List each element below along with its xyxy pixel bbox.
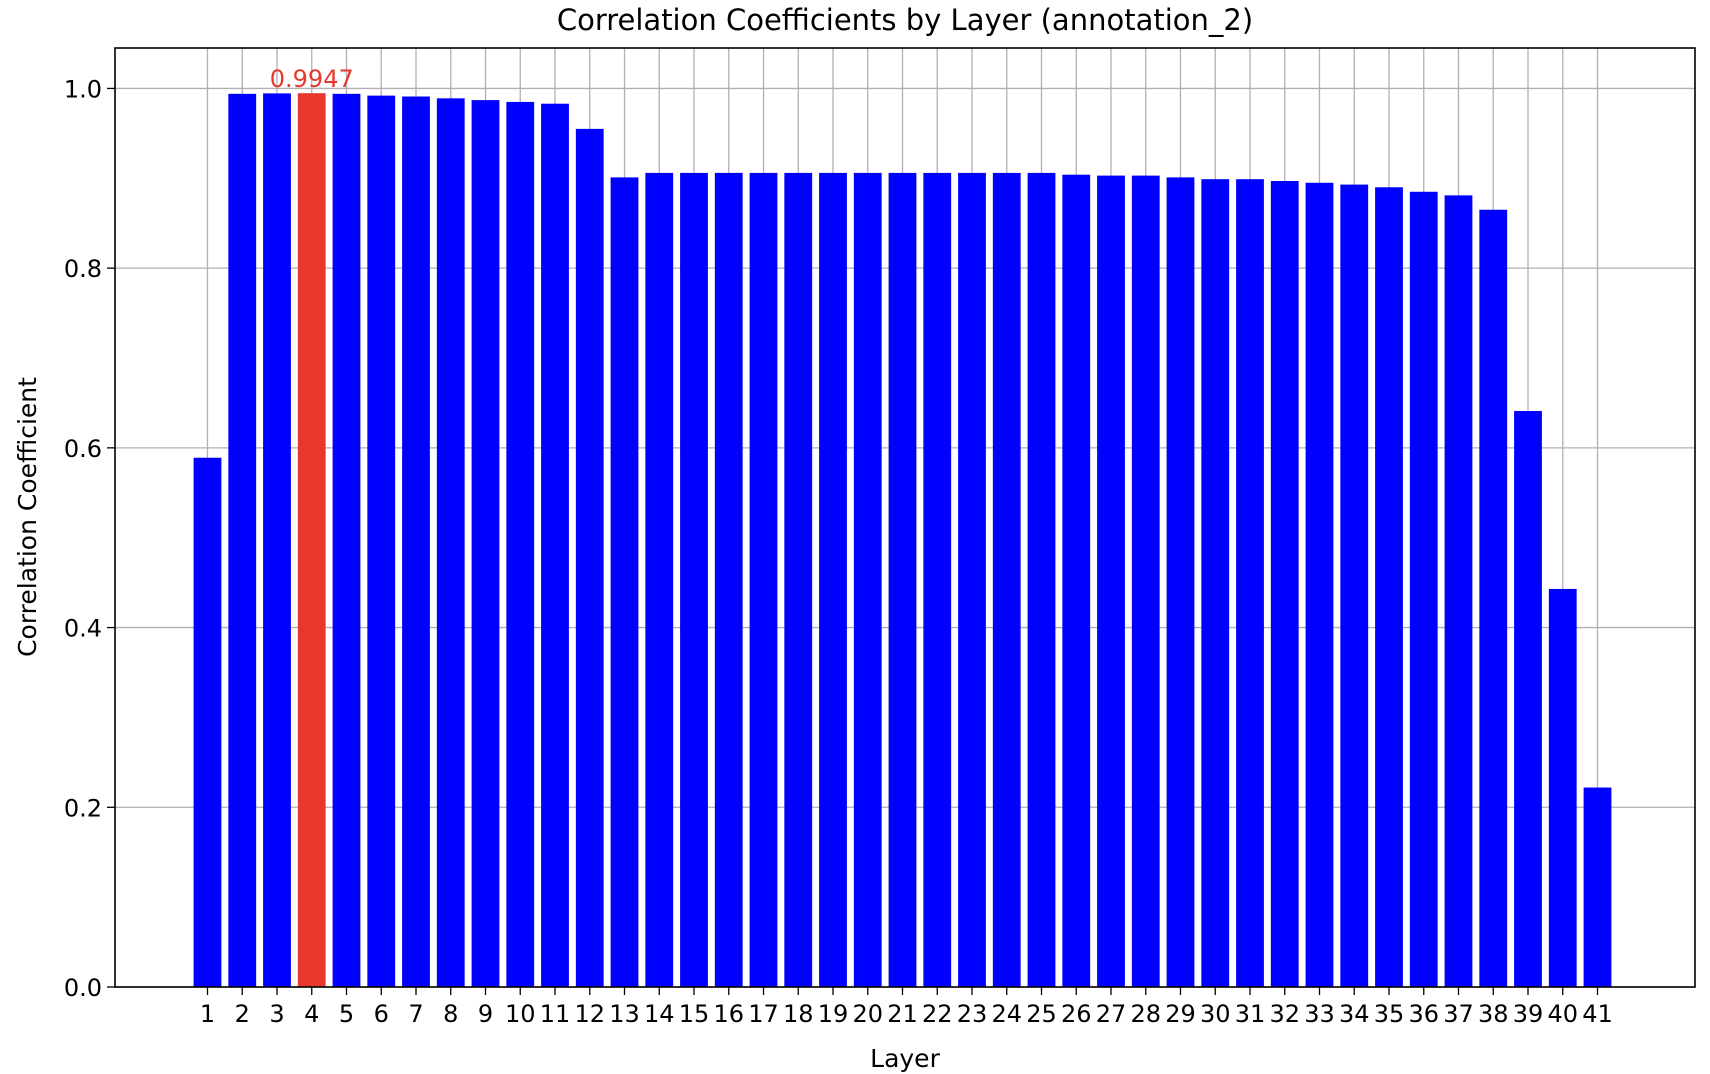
bar	[1270, 180, 1299, 988]
y-tick-label: 0.0	[64, 974, 102, 1002]
bar	[714, 172, 743, 987]
x-tick-label: 32	[1269, 1000, 1300, 1028]
x-tick-label: 17	[748, 1000, 779, 1028]
x-tick-label: 39	[1513, 1000, 1544, 1028]
x-tick-label: 40	[1547, 1000, 1578, 1028]
x-tick-label: 23	[957, 1000, 988, 1028]
x-tick-label: 30	[1200, 1000, 1231, 1028]
x-tick-label: 38	[1478, 1000, 1509, 1028]
x-tick-label: 27	[1096, 1000, 1127, 1028]
x-axis-label: Layer	[870, 1044, 940, 1073]
bar	[193, 457, 222, 987]
x-tick-label: 2	[235, 1000, 250, 1028]
bar	[1027, 172, 1056, 987]
bar	[1409, 191, 1438, 988]
x-tick-label: 16	[713, 1000, 744, 1028]
x-tick-label: 11	[540, 1000, 571, 1028]
x-tick-label: 28	[1130, 1000, 1161, 1028]
bar	[958, 172, 986, 987]
x-tick-label: 22	[922, 1000, 953, 1028]
bar	[1236, 179, 1264, 987]
x-tick-label: 7	[408, 1000, 423, 1028]
x-tick-label: 20	[852, 1000, 883, 1028]
bar	[1166, 177, 1195, 987]
bar	[610, 177, 639, 987]
y-axis-label: Correlation Coefficient	[13, 377, 42, 657]
x-tick-label: 9	[478, 1000, 493, 1028]
x-tick-label: 19	[818, 1000, 849, 1028]
bar	[1097, 175, 1125, 987]
y-tick-label: 1.0	[64, 75, 102, 103]
x-tick-label: 14	[644, 1000, 675, 1028]
x-tick-label: 37	[1443, 1000, 1474, 1028]
bar	[1444, 195, 1473, 987]
bar	[1305, 182, 1334, 988]
x-axis-ticks: 1 2 3 4 5 6 7 8 9 10 11 12 13 14 15 16 17 18 19 20 21 22 23 24 2…	[200, 987, 1613, 1028]
x-tick-label: 4	[304, 1000, 319, 1028]
x-tick-label: 34	[1339, 1000, 1370, 1028]
bar	[819, 172, 847, 987]
x-tick-label: 36	[1408, 1000, 1439, 1028]
bar	[1201, 179, 1230, 987]
bar	[992, 172, 1021, 987]
bar	[784, 172, 813, 987]
y-axis-ticks: 0.0 0.2 0.4 0.6 0.8 1.0	[64, 75, 115, 1002]
bar	[1514, 411, 1542, 987]
x-tick-label: 8	[443, 1000, 458, 1028]
x-tick-label: 13	[609, 1000, 640, 1028]
y-tick-label: 0.2	[64, 794, 102, 822]
x-tick-label: 21	[887, 1000, 918, 1028]
x-tick-label: 6	[374, 1000, 389, 1028]
x-tick-label: 5	[339, 1000, 354, 1028]
bar	[575, 128, 604, 987]
y-tick-label: 0.8	[64, 255, 102, 283]
x-tick-label: 3	[269, 1000, 284, 1028]
bar	[923, 172, 952, 987]
bar	[263, 93, 291, 988]
bar	[888, 172, 917, 987]
x-tick-label: 10	[505, 1000, 536, 1028]
bar	[853, 172, 882, 987]
bar	[471, 100, 500, 987]
bars	[193, 93, 1612, 988]
bar	[1548, 588, 1577, 987]
x-tick-label: 24	[991, 1000, 1022, 1028]
bar	[680, 172, 708, 987]
bar	[436, 98, 465, 987]
x-tick-label: 15	[679, 1000, 710, 1028]
bar	[1062, 174, 1091, 987]
bar	[1583, 787, 1612, 987]
x-tick-label: 31	[1235, 1000, 1266, 1028]
bar	[367, 95, 396, 988]
y-tick-label: 0.6	[64, 435, 102, 463]
x-tick-label: 12	[574, 1000, 605, 1028]
highlight-value-label: 0.9947	[270, 65, 354, 93]
chart-title: Correlation Coefficients by Layer (annot…	[557, 3, 1253, 37]
x-tick-label: 18	[783, 1000, 814, 1028]
bar	[541, 103, 569, 988]
bar	[1375, 187, 1403, 987]
x-tick-label: 29	[1165, 1000, 1196, 1028]
bar	[506, 101, 535, 987]
x-tick-label: 33	[1304, 1000, 1335, 1028]
bar	[1340, 184, 1369, 988]
x-tick-label: 1	[200, 1000, 215, 1028]
plot-frame	[114, 47, 1696, 988]
x-tick-label: 25	[1026, 1000, 1057, 1028]
bar	[645, 172, 674, 987]
bar	[402, 96, 430, 988]
bar	[749, 172, 778, 987]
x-tick-label: 35	[1374, 1000, 1405, 1028]
x-tick-label: 41	[1582, 1000, 1613, 1028]
bar	[228, 93, 257, 988]
bar	[1479, 209, 1508, 987]
bar	[332, 93, 361, 988]
y-tick-label: 0.4	[64, 615, 102, 643]
bar-highlighted	[297, 93, 326, 987]
x-tick-label: 26	[1061, 1000, 1092, 1028]
bar	[1131, 175, 1160, 987]
